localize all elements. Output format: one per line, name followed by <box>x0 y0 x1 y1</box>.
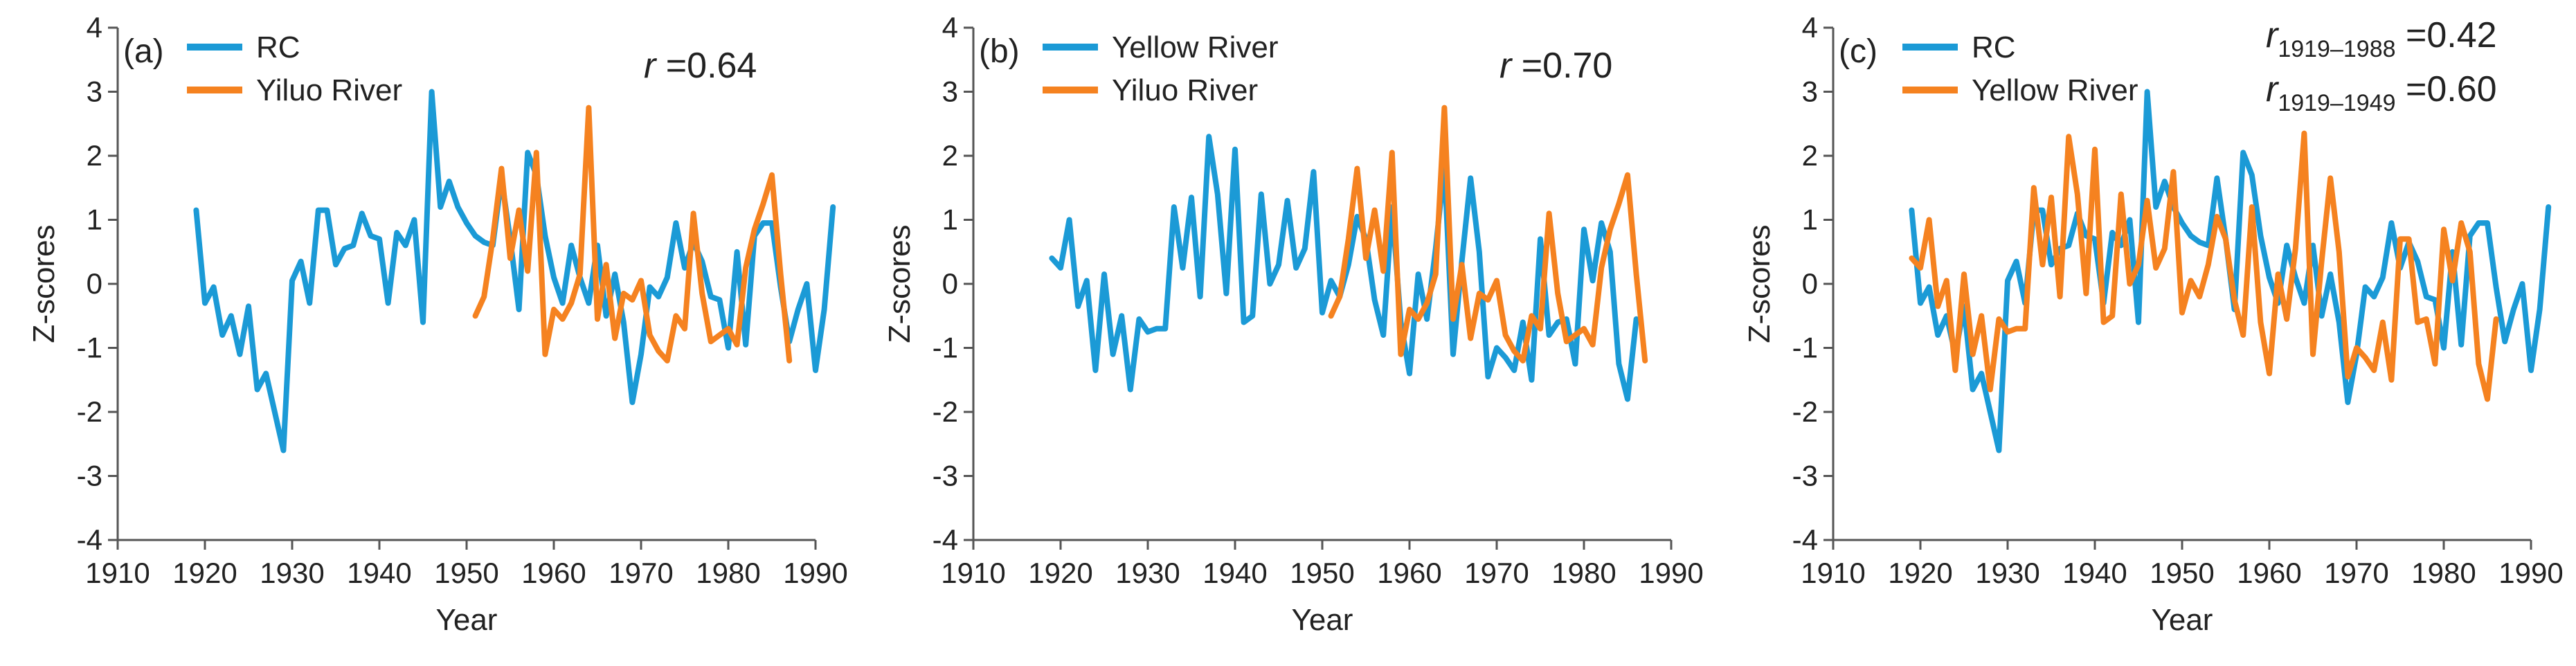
y-tick-label: 2 <box>87 139 102 172</box>
y-tick-label: 1 <box>942 204 958 236</box>
x-tick-label: 1950 <box>1290 557 1354 589</box>
y-tick-label: 1 <box>87 204 102 236</box>
x-tick-label: 1910 <box>85 557 150 589</box>
legend-label: Yellow River <box>1972 73 2138 107</box>
y-tick-label: 2 <box>942 139 958 172</box>
x-tick-label: 1980 <box>1551 557 1616 589</box>
series-line-yiluo-river <box>472 105 793 363</box>
y-tick-label: -4 <box>933 523 958 556</box>
y-axis-title: Z-scores <box>27 224 61 343</box>
y-tick-label: 1 <box>1802 204 1818 236</box>
y-tick-label: -3 <box>933 460 958 492</box>
y-tick-label: -4 <box>77 523 102 556</box>
x-tick-label: 1950 <box>434 557 498 589</box>
correlation-annotation: r =0.70 <box>1499 46 1612 86</box>
x-tick-label: 1940 <box>347 557 411 589</box>
y-axis-title: Z-scores <box>883 224 917 343</box>
panel-label: (c) <box>1839 33 1877 70</box>
x-tick-label: 1970 <box>609 557 673 589</box>
x-tick-label: 1960 <box>521 557 586 589</box>
x-tick-label: 1930 <box>1115 557 1180 589</box>
correlation-annotation: r =0.64 <box>644 46 757 86</box>
x-tick-label: 1910 <box>1801 557 1865 589</box>
correlation-annotation: r1919–1988 =0.42 <box>2266 15 2497 62</box>
y-tick-label: -2 <box>933 395 958 428</box>
y-tick-label: 2 <box>1802 139 1818 172</box>
y-tick-label: 0 <box>87 267 102 300</box>
y-tick-label: 4 <box>942 11 958 44</box>
y-tick-label: -1 <box>1792 332 1818 364</box>
panel-c: -4 -3 -2 -1 0 1 2 3 4 1910 1920 1930 1940 1950 1960 197… <box>1742 11 2564 637</box>
x-tick-label: 1990 <box>783 557 847 589</box>
x-tick-label: 1960 <box>2237 557 2301 589</box>
x-tick-label: 1960 <box>1377 557 1441 589</box>
panel-b: -4 -3 -2 -1 0 1 2 3 4 1910 1920 1930 1940 1950 1960 197… <box>883 11 1704 637</box>
x-tick-label: 1910 <box>941 557 1005 589</box>
y-tick-label: 3 <box>1802 75 1818 108</box>
x-tick-label: 1920 <box>1028 557 1092 589</box>
series-line-rc <box>193 89 836 453</box>
legend-label: Yiluo River <box>1112 73 1258 107</box>
y-tick-label: -2 <box>1792 395 1818 428</box>
x-tick-label: 1980 <box>2411 557 2476 589</box>
legend-label: Yiluo River <box>256 73 402 107</box>
x-tick-label: 1990 <box>1639 557 1703 589</box>
series-line-yellow-river <box>1909 130 2499 402</box>
y-tick-label: 3 <box>87 75 102 108</box>
x-tick-label: 1930 <box>260 557 324 589</box>
x-tick-label: 1980 <box>696 557 760 589</box>
panel-a: -4 -3 -2 -1 0 1 2 3 4 1910 1920 1930 1940 1950 1960 197… <box>27 11 848 637</box>
x-tick-label: 1940 <box>2062 557 2127 589</box>
x-tick-label: 1940 <box>1203 557 1267 589</box>
x-tick-label: 1970 <box>2324 557 2388 589</box>
x-tick-label: 1990 <box>2498 557 2563 589</box>
y-tick-label: 0 <box>1802 267 1818 300</box>
y-tick-label: -4 <box>1792 523 1818 556</box>
panel-label: (b) <box>979 33 1020 70</box>
y-tick-label: -2 <box>77 395 102 428</box>
series-line-yiluo-river <box>1328 105 1648 363</box>
y-tick-label: 4 <box>87 11 102 44</box>
y-axis-title: Z-scores <box>1742 224 1776 343</box>
x-axis-title: Year <box>2152 603 2213 637</box>
legend-label: RC <box>1972 30 2016 64</box>
y-tick-label: -3 <box>1792 460 1818 492</box>
x-tick-label: 1970 <box>1464 557 1529 589</box>
x-axis-title: Year <box>1292 603 1353 637</box>
x-axis-title: Year <box>436 603 498 637</box>
x-tick-label: 1920 <box>172 557 237 589</box>
legend-label: RC <box>256 30 300 64</box>
legend-label: Yellow River <box>1112 30 1278 64</box>
correlation-annotation: r1919–1949 =0.60 <box>2266 69 2497 116</box>
y-tick-label: -3 <box>77 460 102 492</box>
x-tick-label: 1950 <box>2150 557 2214 589</box>
y-tick-label: -1 <box>77 332 102 364</box>
x-tick-label: 1930 <box>1975 557 2039 589</box>
y-tick-label: 3 <box>942 75 958 108</box>
y-tick-label: -1 <box>933 332 958 364</box>
y-tick-label: 0 <box>942 267 958 300</box>
panel-label: (a) <box>123 33 164 70</box>
y-tick-label: 4 <box>1802 11 1818 44</box>
x-tick-label: 1920 <box>1888 557 1952 589</box>
